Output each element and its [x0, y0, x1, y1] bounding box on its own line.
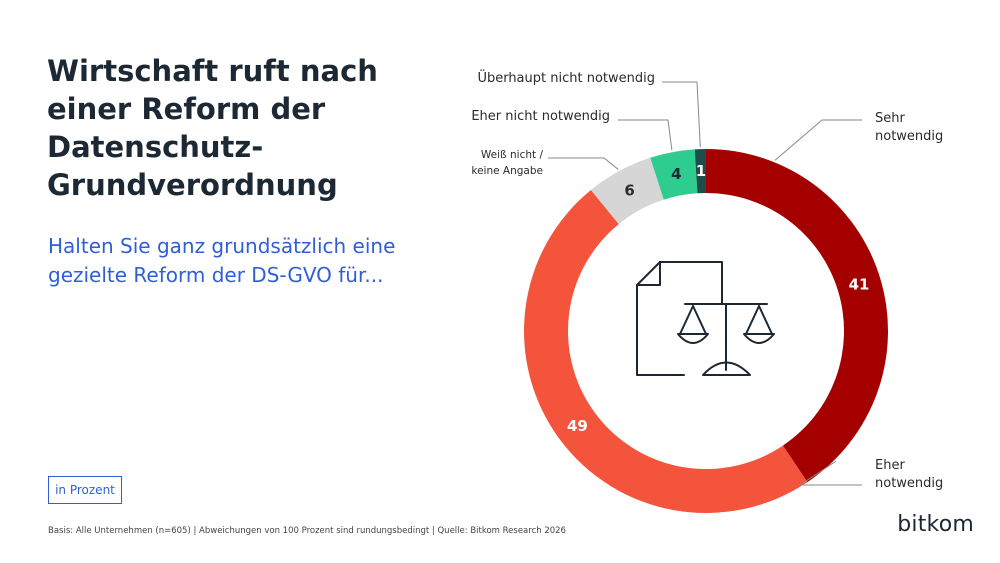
- question-line: gezielte Reform der DS-GVO für...: [48, 263, 384, 287]
- leader-line: [798, 460, 862, 486]
- bitkom-logo: bitkom: [897, 512, 974, 537]
- category-label-weiss-nicht: Weiß nicht / keine Angabe: [471, 149, 543, 177]
- donut-segment: [524, 189, 808, 513]
- leader-line: [774, 119, 862, 161]
- survey-question: Halten Sie ganz grundsätzlich eine gezie…: [48, 232, 428, 290]
- donut-segment: [590, 157, 664, 225]
- title-line: Grundverordnung: [47, 168, 338, 202]
- data-label: 49: [567, 417, 588, 435]
- donut-segment: [650, 149, 698, 200]
- title-line: Datenschutz-: [47, 130, 264, 164]
- data-label: 4: [671, 165, 681, 183]
- question-line: Halten Sie ganz grundsätzlich eine: [48, 234, 396, 258]
- value-labels: 41 49 6 4 1: [567, 162, 869, 435]
- category-label: Weiß nicht / keine Angabe: [471, 149, 543, 177]
- unit-badge: in Prozent: [48, 476, 122, 504]
- leader-line: [618, 119, 673, 151]
- category-label: Eher notwendig: [875, 458, 943, 491]
- category-label: Sehr notwendig: [875, 111, 943, 144]
- document-with-scales-icon: [636, 261, 775, 376]
- category-label: Überhaupt nicht notwendig: [477, 69, 655, 86]
- leader-lines: [548, 81, 862, 486]
- source-footnote: Basis: Alle Unternehmen (n=605) | Abweic…: [48, 526, 566, 536]
- data-label: 6: [624, 181, 634, 199]
- category-label-eher: Eher notwendig: [875, 458, 943, 491]
- leader-line: [662, 81, 701, 148]
- data-label: 41: [849, 275, 870, 293]
- donut-segments: [524, 149, 889, 513]
- title-line: einer Reform der: [47, 92, 326, 126]
- category-label-ueberhaupt-nicht: Überhaupt nicht notwendig: [477, 69, 655, 86]
- category-label-eher-nicht: Eher nicht notwendig: [471, 109, 610, 124]
- category-label-sehr: Sehr notwendig: [875, 111, 943, 144]
- data-label: 1: [696, 162, 706, 180]
- donut-segment: [694, 149, 706, 194]
- title-line: Wirtschaft ruft nach: [47, 54, 378, 88]
- leader-line: [548, 157, 619, 170]
- donut-segment: [706, 149, 889, 483]
- chart-title: Wirtschaft ruft nach einer Reform der Da…: [47, 52, 427, 204]
- category-label: Eher nicht notwendig: [471, 109, 610, 124]
